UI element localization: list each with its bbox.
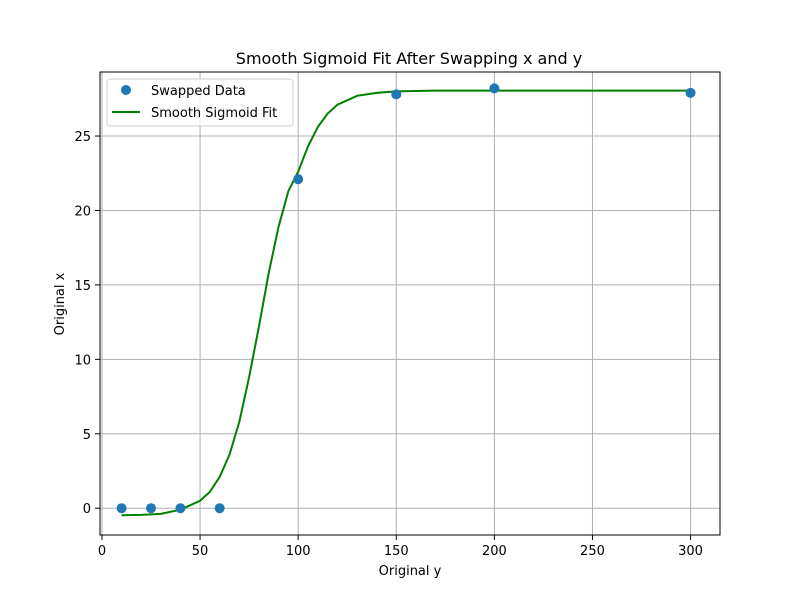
data-point-1 bbox=[146, 503, 157, 514]
legend-label-smooth-sigmoid-fit: Smooth Sigmoid Fit bbox=[151, 106, 277, 121]
y-tick-label-0: 0 bbox=[83, 502, 91, 517]
data-point-2 bbox=[175, 503, 186, 514]
y-tick-label-3: 15 bbox=[74, 279, 91, 294]
data-point-5 bbox=[391, 89, 402, 100]
legend-box bbox=[106, 78, 294, 127]
y-tick-label-5: 25 bbox=[74, 130, 91, 145]
plot-frame bbox=[99, 71, 721, 536]
data-point-6 bbox=[489, 83, 500, 94]
tick-layer: 0 50 100 150 200 250 300 0 5 10 15 20 25 bbox=[74, 130, 703, 559]
legend-marker-swapped-data bbox=[121, 85, 131, 95]
y-axis-label: Original x bbox=[53, 272, 68, 335]
grid-layer bbox=[100, 72, 720, 535]
x-tick-label-1: 50 bbox=[192, 544, 209, 559]
x-tick-label-3: 150 bbox=[384, 544, 409, 559]
x-tick-label-0: 0 bbox=[98, 544, 106, 559]
y-tick-label-2: 10 bbox=[74, 353, 91, 368]
x-axis-label: Original y bbox=[379, 564, 442, 579]
y-tick-label-1: 5 bbox=[83, 428, 91, 443]
data-point-7 bbox=[685, 87, 696, 98]
data-point-3 bbox=[214, 503, 225, 514]
plot-layer bbox=[116, 83, 696, 517]
y-tick-label-4: 20 bbox=[74, 204, 91, 219]
x-tick-label-6: 300 bbox=[678, 544, 703, 559]
x-tick-label-2: 100 bbox=[286, 544, 311, 559]
data-point-4 bbox=[293, 174, 304, 185]
legend: Swapped Data Smooth Sigmoid Fit bbox=[106, 78, 294, 127]
x-tick-label-5: 250 bbox=[580, 544, 605, 559]
x-tick-label-4: 200 bbox=[482, 544, 507, 559]
data-point-0 bbox=[116, 503, 127, 514]
chart-title: Smooth Sigmoid Fit After Swapping x and … bbox=[236, 49, 582, 68]
legend-label-swapped-data: Swapped Data bbox=[151, 84, 246, 99]
